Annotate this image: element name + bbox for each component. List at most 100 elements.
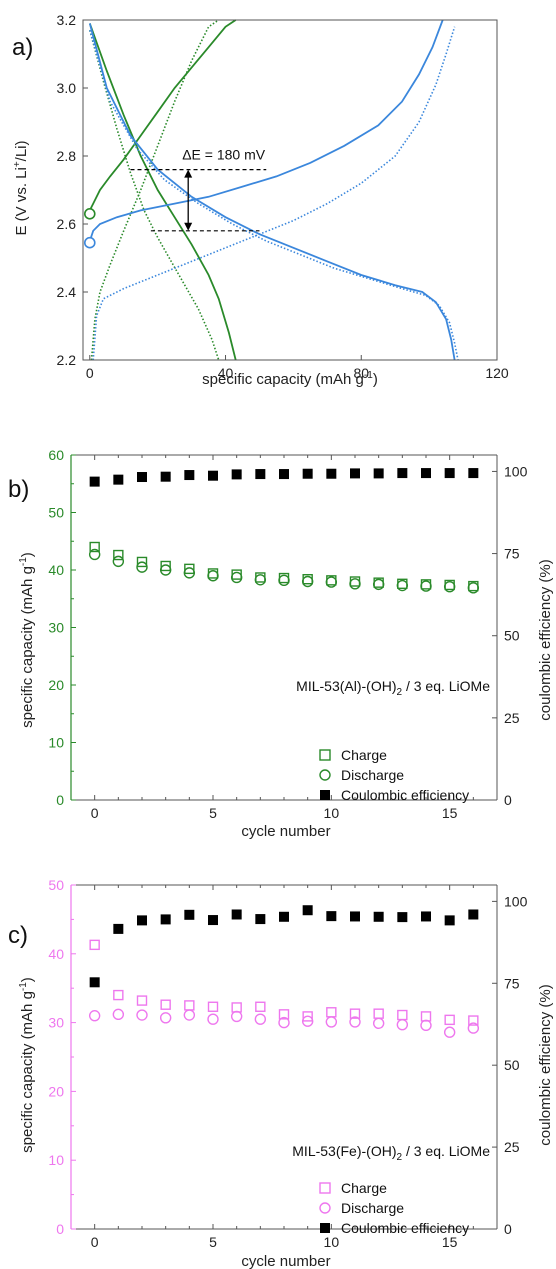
panel-b-y2-tick-labels: 0 25 50 75 100 [504,463,528,808]
panel-a-curve-green-dotted-3 [89,29,220,361]
c-discharge-point [467,1022,480,1034]
b-legend-discharge-symbol [319,769,331,781]
c-charge-point [397,1009,408,1021]
c-efficiency-point [89,977,100,988]
b-y-tick-label: 40 [48,562,64,578]
c-discharge-point [88,1010,101,1022]
c-discharge-point [207,1013,219,1025]
c-efficiency-point [184,909,195,920]
c-x-tick-label: 15 [442,1234,458,1250]
c-efficiency-point [468,909,479,920]
c-efficiency-point [302,905,313,916]
panel-b-axes [70,454,498,801]
b-efficiency-point [184,470,195,481]
panel-b-x-tick-labels: 0 5 10 15 [91,805,458,821]
c-legend-entry: Discharge [341,1200,404,1216]
c-charge-point [349,1008,361,1019]
panel-a-delta-e-annotation: ΔE = 180 mV [130,147,267,232]
panel-a-y-tick-label: 2.8 [57,148,77,164]
b-discharge-point [443,580,456,593]
c-charge-point [444,1014,455,1026]
c-x-tick-label: 5 [209,1234,217,1250]
c-x-tick-label: 0 [91,1234,99,1250]
c-efficiency-point [350,911,360,922]
c-charge-point [231,1002,242,1013]
b-discharge-point [325,576,338,588]
panel-c-y2-axis-label: coulombic efficiency (%) [537,984,554,1145]
c-charge-point [113,989,124,1001]
b-discharge-point [136,561,148,573]
b-efficiency-point [421,468,431,479]
b-y-tick-label: 0 [56,792,64,808]
b-y2-tick-label: 25 [504,710,520,726]
b-legend-efficiency-symbol [320,790,330,800]
b-efficiency-point [468,468,479,479]
b-discharge-point [278,574,290,587]
c-y-tick-label: 10 [48,1152,64,1168]
c-y-tick-label: 50 [48,877,64,893]
c-charge-point [420,1011,432,1022]
panel-c-y2-tick-labels: 0 25 50 75 100 [504,893,528,1237]
b-efficiency-point [231,469,242,480]
panel-b-y-axis-label: specific capacity (mAh g-1) [18,552,36,728]
c-discharge-point [372,1017,385,1029]
c-efficiency-point [255,914,266,925]
c-legend-charge-symbol [319,1182,331,1194]
b-y-tick-label: 60 [48,447,64,463]
c-charge-point [255,1001,266,1012]
c-y2-tick-label: 75 [504,975,520,991]
c-discharge-point [136,1009,148,1021]
b-discharge-point [112,555,125,568]
b-efficiency-point [397,468,408,479]
panel-c-x-tick-labels: 0 5 10 15 [91,1234,458,1250]
panel-a-curve-green-dotted-2 [90,19,220,361]
b-efficiency-point [160,471,171,482]
c-discharge-point [159,1012,172,1024]
panel-a-frame [82,19,498,361]
panel-b-data-points [88,468,480,594]
c-y2-tick-label: 0 [504,1221,512,1237]
b-efficiency-point [208,470,218,481]
c-efficiency-point [160,914,171,925]
c-discharge-point [420,1019,432,1032]
c-charge-point [326,1007,337,1018]
c-efficiency-point [397,912,408,923]
panel-a-axes [82,19,498,361]
panel-a-delta-arrow-head-up [184,169,193,178]
c-y2-tick-label: 25 [504,1139,520,1155]
panel-a-curve-blue-dotted-6 [92,26,456,361]
panel-b-cycling-al: b) 0 5 10 15 0 10 20 30 40 50 60 0 25 50 75 100 cycle… [8,447,554,840]
b-discharge-point [159,564,172,576]
panel-c-x-axis-label: cycle number [241,1253,330,1269]
c-charge-point [184,1000,195,1011]
b-legend-charge-symbol [319,749,331,761]
b-legend-entry: Coulombic efficiency [341,787,469,803]
panel-a-series [88,19,459,361]
c-charge-point [207,1001,219,1012]
panel-a-start-marker-blue [83,236,96,249]
b-x-tick-label: 10 [324,805,340,821]
c-x-tick-label: 10 [324,1234,340,1250]
panel-b-x-axis-label: cycle number [241,823,330,840]
panel-a-label: a) [12,34,33,61]
c-efficiency-point [137,915,147,926]
b-y-tick-label: 10 [48,735,64,751]
b-y-tick-label: 30 [48,620,64,636]
b-efficiency-point [444,468,455,479]
c-charge-point [468,1015,479,1026]
c-y-tick-label: 30 [48,1015,64,1031]
panel-a-curve-blue-solid-5 [88,23,456,361]
panel-a-x-axis-label: specific capacity (mAh g-1) [202,370,378,388]
b-efficiency-point [89,476,100,487]
b-charge-point [184,563,195,575]
panel-a-x-tick-label: 0 [86,365,94,381]
panel-a-y-tick-label: 3.2 [57,12,77,28]
panel-a-y-tick-label: 3.0 [57,80,77,96]
b-efficiency-point [279,469,289,480]
panel-a-y-tick-labels: 2.2 2.4 2.6 2.8 3.0 3.2 [57,12,77,368]
b-discharge-point [183,567,196,579]
panel-b-label: b) [8,476,29,503]
panel-b-y2-axis-label: coulombic efficiency (%) [537,559,554,720]
c-charge-point [373,1008,384,1019]
b-y2-tick-label: 100 [504,463,528,479]
